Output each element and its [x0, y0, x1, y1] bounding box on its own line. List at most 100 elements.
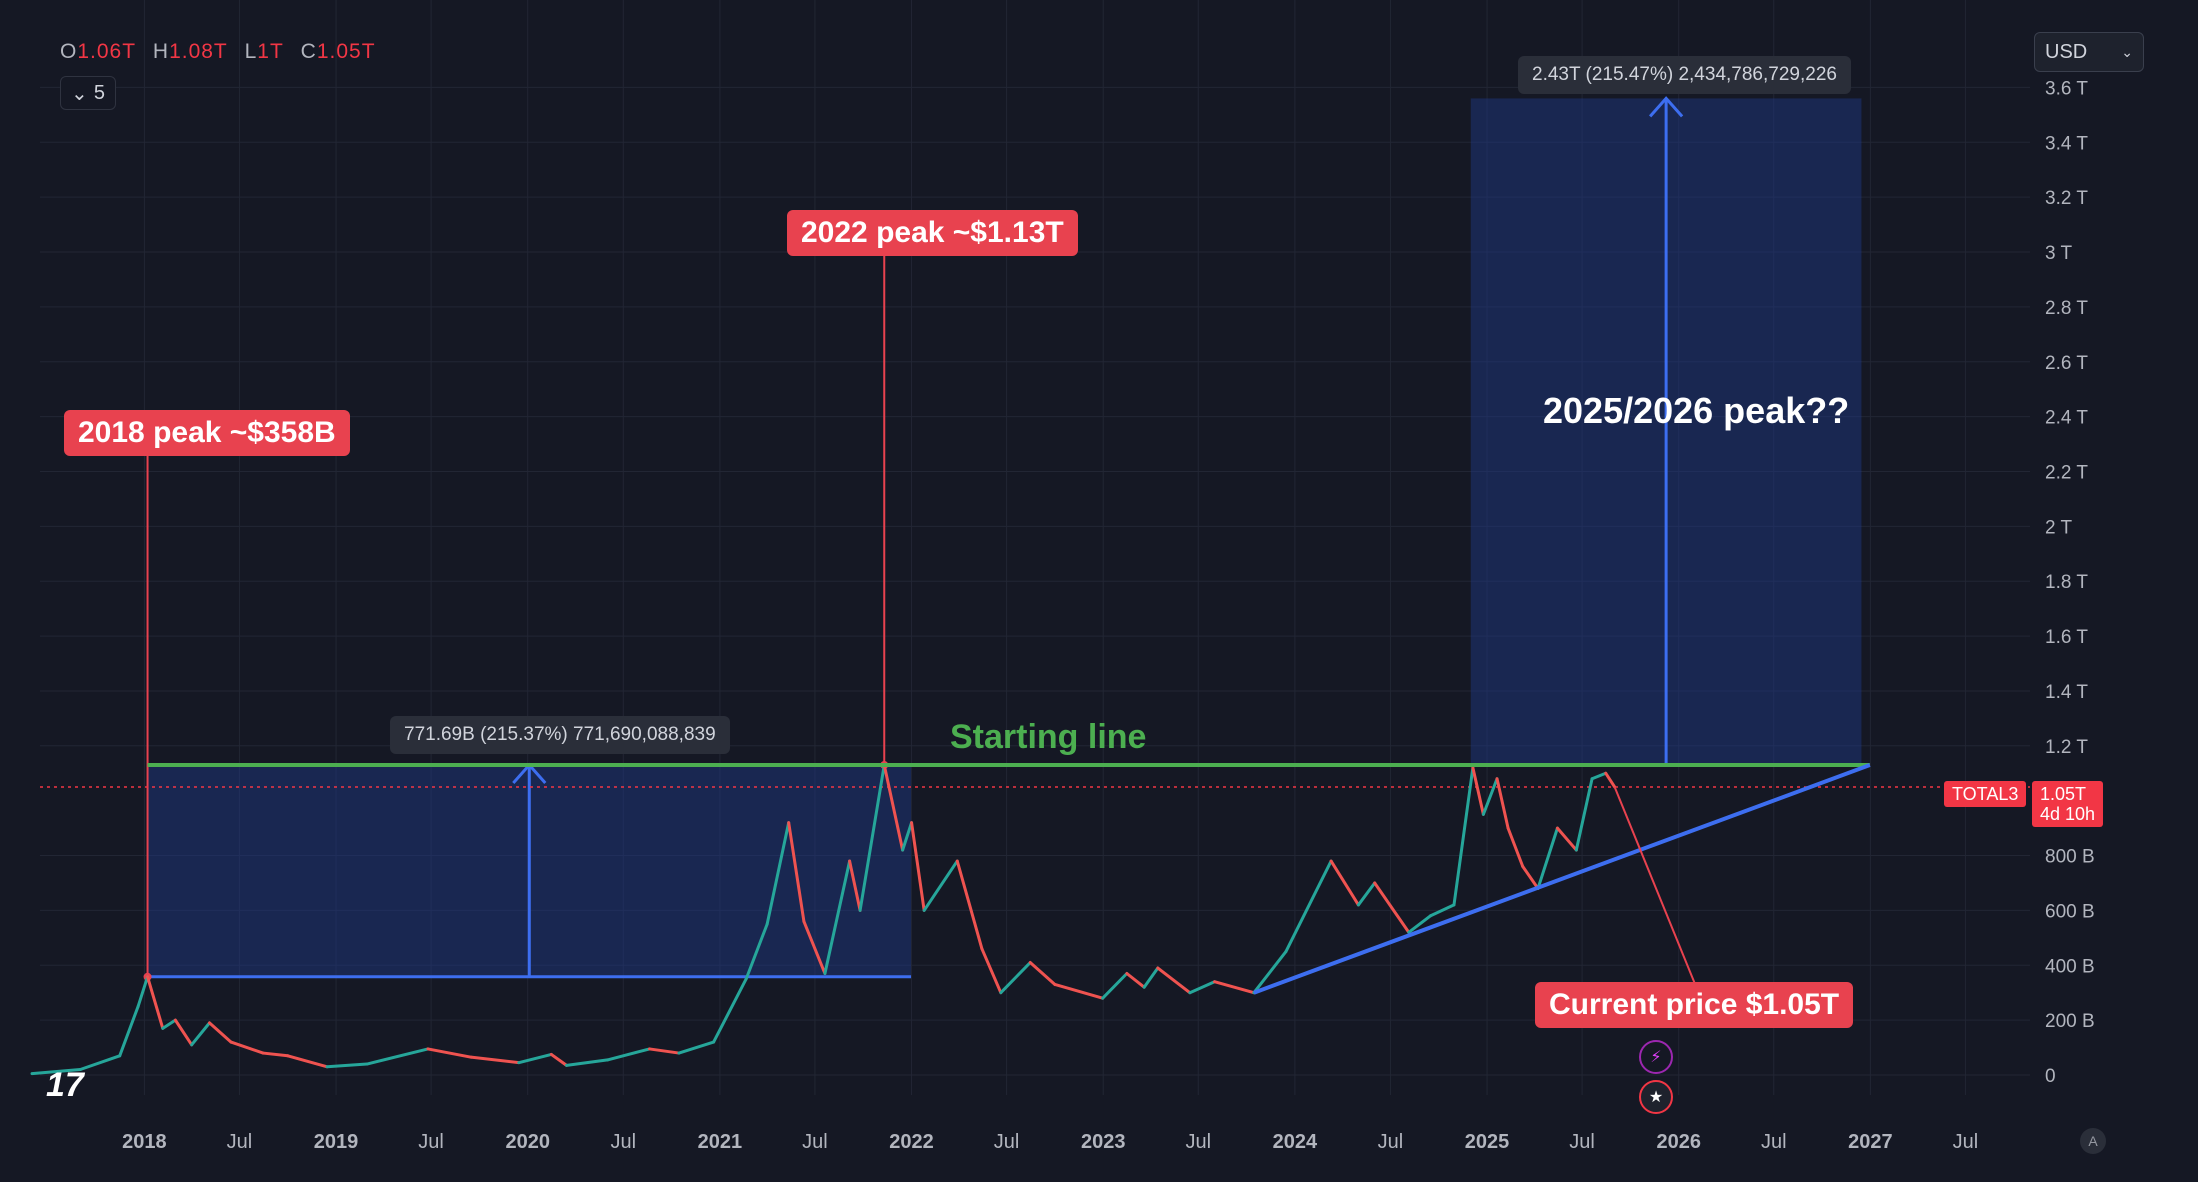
x-tick-label: Jul [227, 1131, 253, 1153]
y-tick-label: 2.8 T [2045, 298, 2088, 319]
price-segment [980, 947, 1003, 995]
price-segment [1555, 826, 1578, 852]
close-value: 1.05T [316, 40, 376, 63]
currency-select[interactable]: USD ⌄ [2034, 32, 2144, 72]
price-segment [517, 1052, 553, 1065]
open-value: 1.06T [77, 40, 137, 63]
us-flag-event-icon[interactable]: ★ [1639, 1080, 1673, 1114]
auto-scale-button[interactable]: A [2080, 1128, 2106, 1154]
peak-2022-label: 2022 peak ~$1.13T [787, 210, 1078, 256]
price-segment [677, 1040, 716, 1055]
price-segment [882, 763, 905, 852]
price-segment [999, 961, 1032, 995]
y-tick-label: 400 B [2045, 956, 2095, 977]
price-segment [1213, 980, 1256, 995]
x-tick-label: 2027 [1848, 1131, 1893, 1153]
peak-2018-label: 2018 peak ~$358B [64, 410, 350, 456]
current-price-pointer [1613, 786, 1696, 985]
y-tick-label: 1.8 T [2045, 572, 2088, 593]
measure-label-lower: 771.69B (215.37%) 771,690,088,839 [390, 716, 730, 754]
y-tick-label: 3 T [2045, 243, 2073, 264]
high-key: H [152, 40, 170, 63]
currency-value: USD [2045, 40, 2088, 63]
price-tag: 1.05T 4d 10h [2032, 781, 2104, 827]
price-segment [823, 859, 852, 975]
price-segment [549, 1052, 569, 1067]
price-segment [1252, 950, 1288, 995]
ohlc-readout: O1.06T H1.08T L1T C1.05T [60, 40, 386, 64]
price-tag-price: 1.05T [2040, 784, 2087, 804]
price-segment [712, 977, 748, 1044]
price-segment [1452, 766, 1475, 907]
price-segment [1329, 859, 1360, 907]
price-segment [1604, 771, 1617, 789]
price-segment [648, 1047, 681, 1055]
price-segment [325, 1062, 369, 1069]
price-segment [229, 1040, 265, 1055]
price-segment [1028, 961, 1057, 986]
indicator-collapse-button[interactable]: ⌄ 5 [60, 76, 116, 110]
measure-arrow-head [1648, 96, 1684, 118]
price-segment [1495, 777, 1510, 830]
x-tick-label: Jul [1761, 1131, 1787, 1153]
price-segment [1407, 914, 1432, 934]
price-segment [1481, 777, 1499, 816]
price-segment [1142, 966, 1160, 989]
y-tick-label: 600 B [2045, 901, 2095, 922]
x-tick-label: Jul [994, 1131, 1020, 1153]
price-segment [744, 922, 769, 981]
price-segment [1284, 859, 1333, 954]
x-tick-label: Jul [1185, 1131, 1211, 1153]
price-segment [1471, 766, 1485, 816]
x-tick-label: 2018 [122, 1131, 167, 1153]
y-tick-label: 0 [2045, 1066, 2056, 1087]
price-segment [1428, 903, 1456, 918]
price-segment [1101, 972, 1129, 1000]
price-segment [161, 1018, 177, 1030]
price-segment [208, 1021, 233, 1044]
y-tick-label: 3.6 T [2045, 78, 2088, 99]
x-tick-label: 2024 [1273, 1131, 1318, 1153]
y-tick-label: 200 B [2045, 1011, 2095, 1032]
measure-label-upper: 2.43T (215.47%) 2,434,786,729,226 [1518, 56, 1851, 94]
price-segment [858, 763, 886, 912]
price-segment [1521, 865, 1540, 890]
x-tick-label: 2023 [1081, 1131, 1126, 1153]
open-key: O [60, 40, 78, 63]
chevron-down-icon: ⌄ [2121, 43, 2133, 60]
price-segment [146, 975, 165, 1030]
lightning-event-icon[interactable]: ⚡ [1639, 1040, 1673, 1074]
x-tick-label: Jul [418, 1131, 444, 1153]
price-segment [565, 1058, 610, 1067]
x-tick-label: Jul [610, 1131, 636, 1153]
price-segment [1156, 966, 1192, 995]
price-segment [365, 1047, 430, 1066]
price-segment [30, 1068, 82, 1076]
price-segment [765, 821, 791, 926]
price-segment [1053, 982, 1105, 1000]
current-price-label: Current price $1.05T [1535, 982, 1854, 1028]
price-segment [1506, 826, 1525, 869]
x-tick-label: 2020 [505, 1131, 550, 1153]
price-segment [901, 821, 914, 852]
price-segment [173, 1018, 194, 1047]
y-tick-label: 2 T [2045, 517, 2073, 538]
price-segment [118, 1004, 140, 1058]
price-tag-countdown: 4d 10h [2040, 804, 2096, 824]
ascending-trendline [1253, 763, 1871, 995]
y-tick-label: 3.4 T [2045, 133, 2088, 154]
x-tick-label: Jul [1953, 1131, 1979, 1153]
y-tick-label: 2.6 T [2045, 353, 2088, 374]
price-segment [955, 859, 984, 951]
price-segment [469, 1055, 521, 1065]
price-segment [1125, 972, 1146, 989]
x-tick-label: 2025 [1465, 1131, 1510, 1153]
price-segment [78, 1054, 122, 1072]
y-tick-label: 2.4 T [2045, 408, 2088, 429]
chevron-down-icon: ⌄ [71, 82, 88, 105]
price-segment [1574, 777, 1594, 852]
y-tick-label: 1.2 T [2045, 737, 2088, 758]
price-segment [1356, 881, 1377, 907]
